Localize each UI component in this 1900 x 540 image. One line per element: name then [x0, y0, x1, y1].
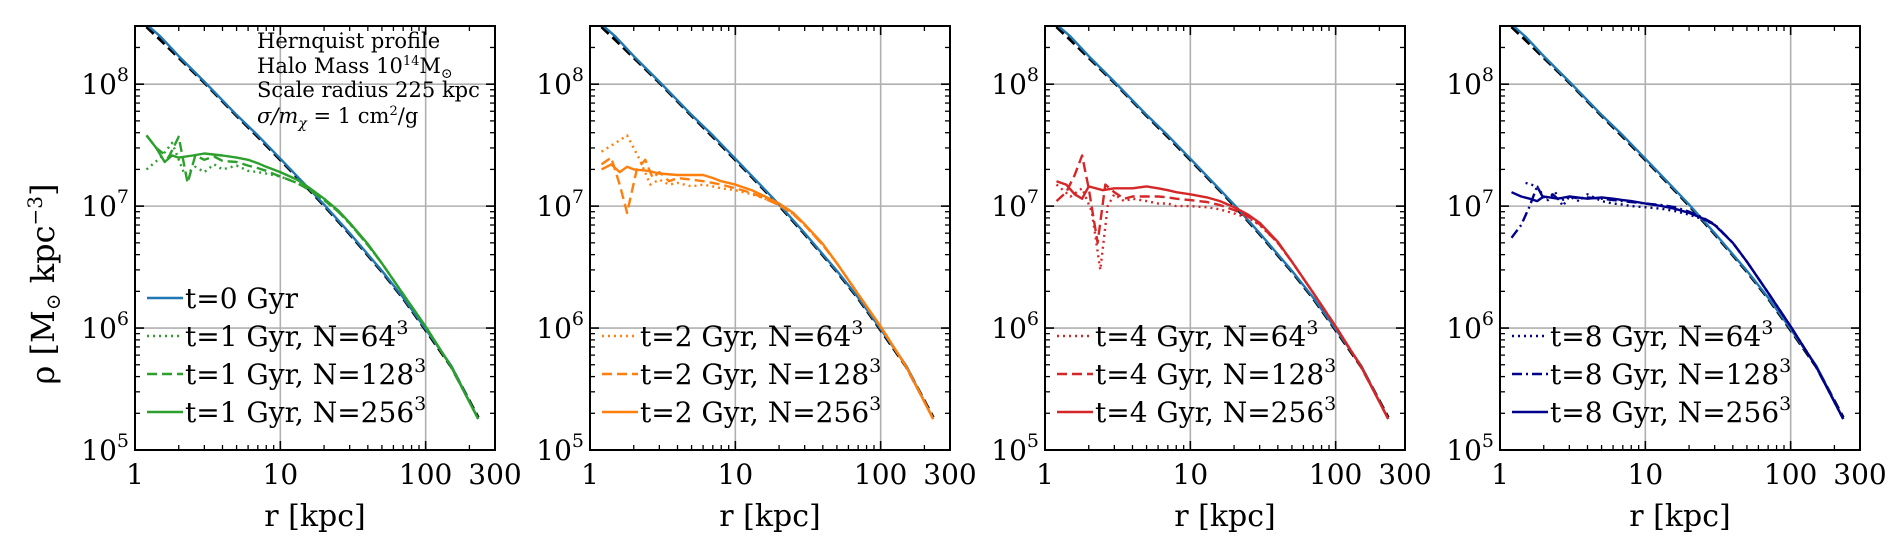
x-tick-label: 300	[1378, 458, 1431, 491]
x-tick-label: 300	[1833, 458, 1886, 491]
y-tick-label: 106	[1446, 308, 1494, 345]
annotation-line-4: σ/mχ = 1 cm2/g	[257, 104, 418, 132]
legend-label: t=8 Gyr, N=643	[1550, 317, 1773, 353]
series-line-t-2-gyr-n-256	[600, 163, 935, 420]
y-tick-label: 105	[81, 430, 129, 467]
series-group	[1510, 26, 1845, 420]
series-line-t-8-gyr-n-256	[1511, 191, 1845, 420]
y-tick-label: 105	[1446, 430, 1494, 467]
annotation-line-1: Hernquist profile	[257, 29, 440, 53]
y-tick-label: 108	[991, 64, 1039, 101]
panel-3: 1 10 100 300 105 106 107 108 r [kpc] t=4 Gyr, N=6…	[991, 25, 1432, 534]
series-line-t-0-gyr	[1056, 26, 1390, 420]
y-tick-label: 106	[991, 308, 1039, 345]
x-axis-label: r [kpc]	[1629, 499, 1730, 534]
legend-label: t=4 Gyr, N=2563	[1095, 393, 1336, 429]
series-group	[1055, 26, 1390, 420]
y-tick-label: 107	[536, 186, 584, 223]
legend-label: t=1 Gyr, N=1283	[185, 355, 426, 391]
x-tick-label: 100	[1764, 458, 1817, 491]
x-tick-label: 10	[718, 458, 754, 491]
y-tick-label: 106	[81, 308, 129, 345]
axes-frame	[1499, 25, 1861, 451]
legend-label: t=2 Gyr, N=2563	[640, 393, 881, 429]
legend-label: t=0 Gyr	[185, 282, 299, 315]
series-line-t-0-gyr	[1511, 26, 1845, 420]
legend-label: t=1 Gyr, N=2563	[185, 393, 426, 429]
y-axis-label: ρ [M⊙ kpc−3]	[23, 184, 65, 385]
x-tick-label: 100	[854, 458, 907, 491]
series-group	[145, 26, 480, 420]
x-tick-label: 1	[126, 458, 144, 491]
y-tick-label: 108	[81, 64, 129, 101]
profile-annotation: Hernquist profile Halo Mass 1014M⊙ Scale…	[257, 29, 480, 132]
x-tick-label: 10	[263, 458, 299, 491]
x-tick-label: 300	[468, 458, 521, 491]
y-tick-label: 108	[1446, 64, 1494, 101]
legend-label: t=2 Gyr, N=1283	[640, 355, 881, 391]
x-tick-label: 10	[1628, 458, 1664, 491]
x-tick-label: 1	[1036, 458, 1054, 491]
series-line-t-4-gyr-n-256	[1056, 180, 1390, 420]
series-line-t-1-gyr-n-256	[145, 134, 480, 420]
axes-frame	[134, 25, 496, 451]
panel-4: 1 10 100 300 105 106 107 108 r [kpc] t=8 Gyr, N=6…	[1446, 25, 1887, 534]
y-tick-label: 107	[81, 186, 129, 223]
series-line-t-4-gyr-n-64	[1055, 183, 1390, 420]
x-axis-label: r [kpc]	[719, 499, 820, 534]
x-tick-label: 1	[1491, 458, 1509, 491]
y-tick-label: 105	[536, 430, 584, 467]
x-tick-label: 10	[1173, 458, 1209, 491]
legend-label: t=2 Gyr, N=643	[640, 317, 863, 353]
legend-label: t=8 Gyr, N=2563	[1550, 393, 1791, 429]
axes-frame	[589, 25, 951, 451]
y-tick-label: 107	[991, 186, 1039, 223]
y-tick-label: 105	[991, 430, 1039, 467]
y-tick-label: 107	[1446, 186, 1494, 223]
y-tick-label: 108	[536, 64, 584, 101]
x-axis-label: r [kpc]	[264, 499, 365, 534]
x-tick-label: 300	[923, 458, 976, 491]
series-line-t-0-gyr	[601, 26, 935, 420]
x-tick-label: 1	[581, 458, 599, 491]
legend-label: t=4 Gyr, N=643	[1095, 317, 1318, 353]
series-line-t-1-gyr-n-128	[145, 134, 480, 420]
axes-frame	[1044, 25, 1406, 451]
annotation-line-2: Halo Mass 1014M⊙	[257, 54, 453, 82]
x-tick-label: 100	[399, 458, 452, 491]
series-group	[600, 26, 935, 420]
legend-label: t=1 Gyr, N=643	[185, 317, 408, 353]
series-line-t-8-gyr-n-64	[1525, 181, 1845, 420]
legend-label: t=8 Gyr, N=1283	[1550, 355, 1791, 391]
x-axis-label: r [kpc]	[1174, 499, 1275, 534]
panel-2: 1 10 100 300 105 106 107 108 r [kpc] t=2 Gyr, N=6…	[536, 25, 977, 534]
y-tick-label: 106	[536, 308, 584, 345]
x-tick-label: 100	[1309, 458, 1362, 491]
annotation-line-3: Scale radius 225 kpc	[257, 78, 480, 102]
legend-label: t=4 Gyr, N=1283	[1095, 355, 1336, 391]
